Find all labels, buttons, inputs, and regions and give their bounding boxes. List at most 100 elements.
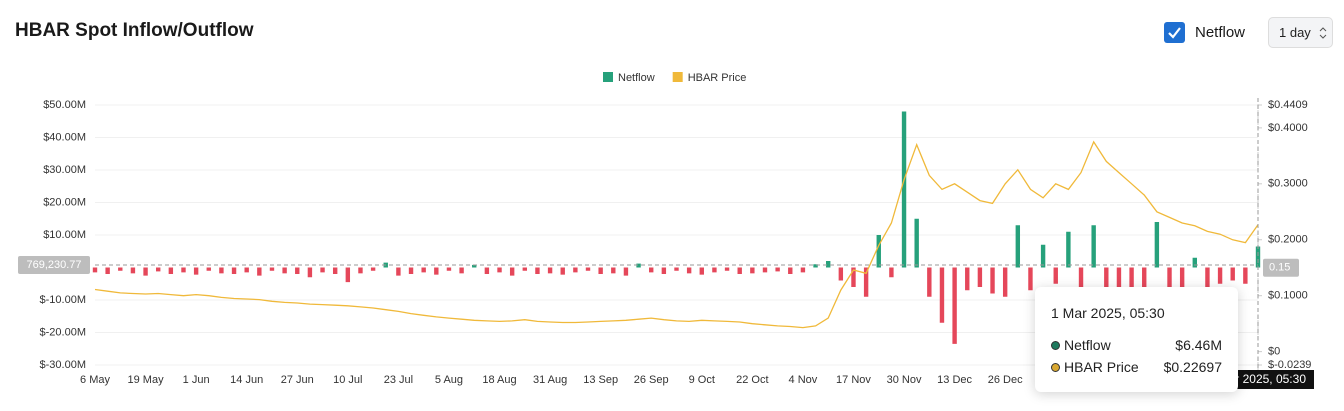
bar: [1192, 257, 1197, 268]
y2-tick-label: $0.3000: [1268, 178, 1308, 190]
x-tick-label: 19 May: [128, 374, 165, 386]
bar: [889, 267, 894, 278]
bar: [636, 263, 641, 268]
x-tick-label: 5 Aug: [435, 374, 463, 386]
x-tick-label: 14 Jun: [230, 374, 263, 386]
bar: [585, 267, 591, 271]
bar: [522, 267, 528, 271]
crosshair-y2-box: [1263, 258, 1299, 277]
bar: [118, 267, 123, 271]
bar: [320, 267, 325, 273]
tooltip-dot: [1051, 341, 1060, 350]
bar: [497, 267, 502, 273]
bar: [674, 267, 679, 271]
tooltip-title: 1 Mar 2025, 05:30: [1051, 305, 1165, 321]
check-icon: [1168, 27, 1181, 39]
x-tick-label: 31 Aug: [533, 374, 567, 386]
bar: [914, 218, 919, 268]
bar: [307, 267, 313, 278]
bar: [484, 267, 490, 274]
bar: [408, 267, 414, 274]
bar: [699, 267, 704, 275]
x-tick-label: 13 Sep: [583, 374, 618, 386]
bar: [1142, 267, 1147, 291]
bar: [712, 267, 717, 273]
bar: [244, 267, 249, 273]
bar: [535, 267, 540, 274]
bar: [598, 267, 603, 274]
x-tick-label: 4 Nov: [789, 374, 818, 386]
bar: [825, 261, 831, 268]
x-tick-label: 18 Aug: [482, 374, 516, 386]
bar: [611, 267, 616, 274]
x-tick-label: 13 Dec: [937, 374, 972, 386]
chevron: [1319, 27, 1327, 39]
bar: [446, 267, 452, 271]
bar: [952, 267, 957, 344]
checkbox-label[interactable]: Netflow: [1195, 24, 1246, 41]
bar: [939, 267, 945, 323]
title: HBAR Spot Inflow/Outflow: [15, 20, 254, 41]
bar: [421, 267, 426, 273]
bar: [509, 267, 515, 276]
bar: [1217, 267, 1223, 284]
y-tick-label: $-20.00M: [40, 326, 86, 338]
checkbox[interactable]: [1164, 22, 1185, 43]
bar: [269, 267, 275, 271]
bar: [901, 111, 907, 268]
interval-select[interactable]: 1 day: [1268, 17, 1333, 48]
bar: [1002, 267, 1008, 297]
bar: [193, 267, 199, 275]
bar: [813, 264, 818, 268]
bar: [863, 267, 869, 297]
bar: [1179, 267, 1185, 287]
bar: [472, 264, 477, 268]
bar: [1028, 267, 1033, 291]
tooltip-value: $6.46M: [1175, 337, 1222, 353]
x-tick-label: 17 Nov: [836, 374, 871, 386]
bar: [1104, 267, 1109, 287]
bar: [1078, 267, 1084, 294]
y2-tick-label: $0.4000: [1268, 122, 1308, 134]
legend-swatch: [672, 72, 683, 82]
legend-label: Netflow: [618, 72, 655, 84]
x-tick-label: 26 Sep: [634, 374, 669, 386]
bar: [1066, 231, 1071, 268]
tooltip-name: HBAR Price: [1064, 359, 1139, 375]
bar: [1116, 267, 1122, 297]
x-tick-label: 10 Jul: [333, 374, 362, 386]
interval-value: 1 day: [1279, 25, 1311, 40]
x-tick-label: 9 Oct: [689, 374, 715, 386]
bar: [459, 267, 464, 274]
bar: [370, 267, 376, 271]
y2-tick-label: $0.4409: [1268, 99, 1308, 111]
y-tick-label: $20.00M: [43, 196, 86, 208]
x-tick-label: 30 Nov: [887, 374, 922, 386]
x-tick-label: 26 Dec: [988, 374, 1023, 386]
tooltip-value: $0.22697: [1163, 359, 1222, 375]
bar: [295, 267, 300, 274]
bar: [181, 267, 186, 273]
y-tick-label: $40.00M: [43, 131, 86, 143]
bar: [1040, 244, 1046, 268]
bar: [547, 267, 553, 274]
bar: [876, 235, 881, 268]
y-tick-label: $-30.00M: [40, 359, 86, 371]
bar: [396, 267, 401, 276]
bar: [257, 267, 262, 276]
x-tick-label: 22 Oct: [736, 374, 768, 386]
bar: [775, 267, 780, 272]
y-tick-label: $50.00M: [43, 99, 86, 111]
bar: [927, 267, 932, 297]
bar: [788, 267, 793, 274]
bar: [750, 267, 755, 274]
y2-tick-label: $0.1000: [1268, 290, 1308, 302]
crosshair-y2-label: 0.15: [1269, 262, 1290, 274]
bar: [1167, 267, 1172, 300]
x-tick-label: 1 Jun: [183, 374, 210, 386]
legend: Netflow HBAR Price: [603, 72, 746, 84]
bar: [130, 267, 136, 274]
bar: [345, 267, 351, 283]
bar: [206, 267, 211, 271]
